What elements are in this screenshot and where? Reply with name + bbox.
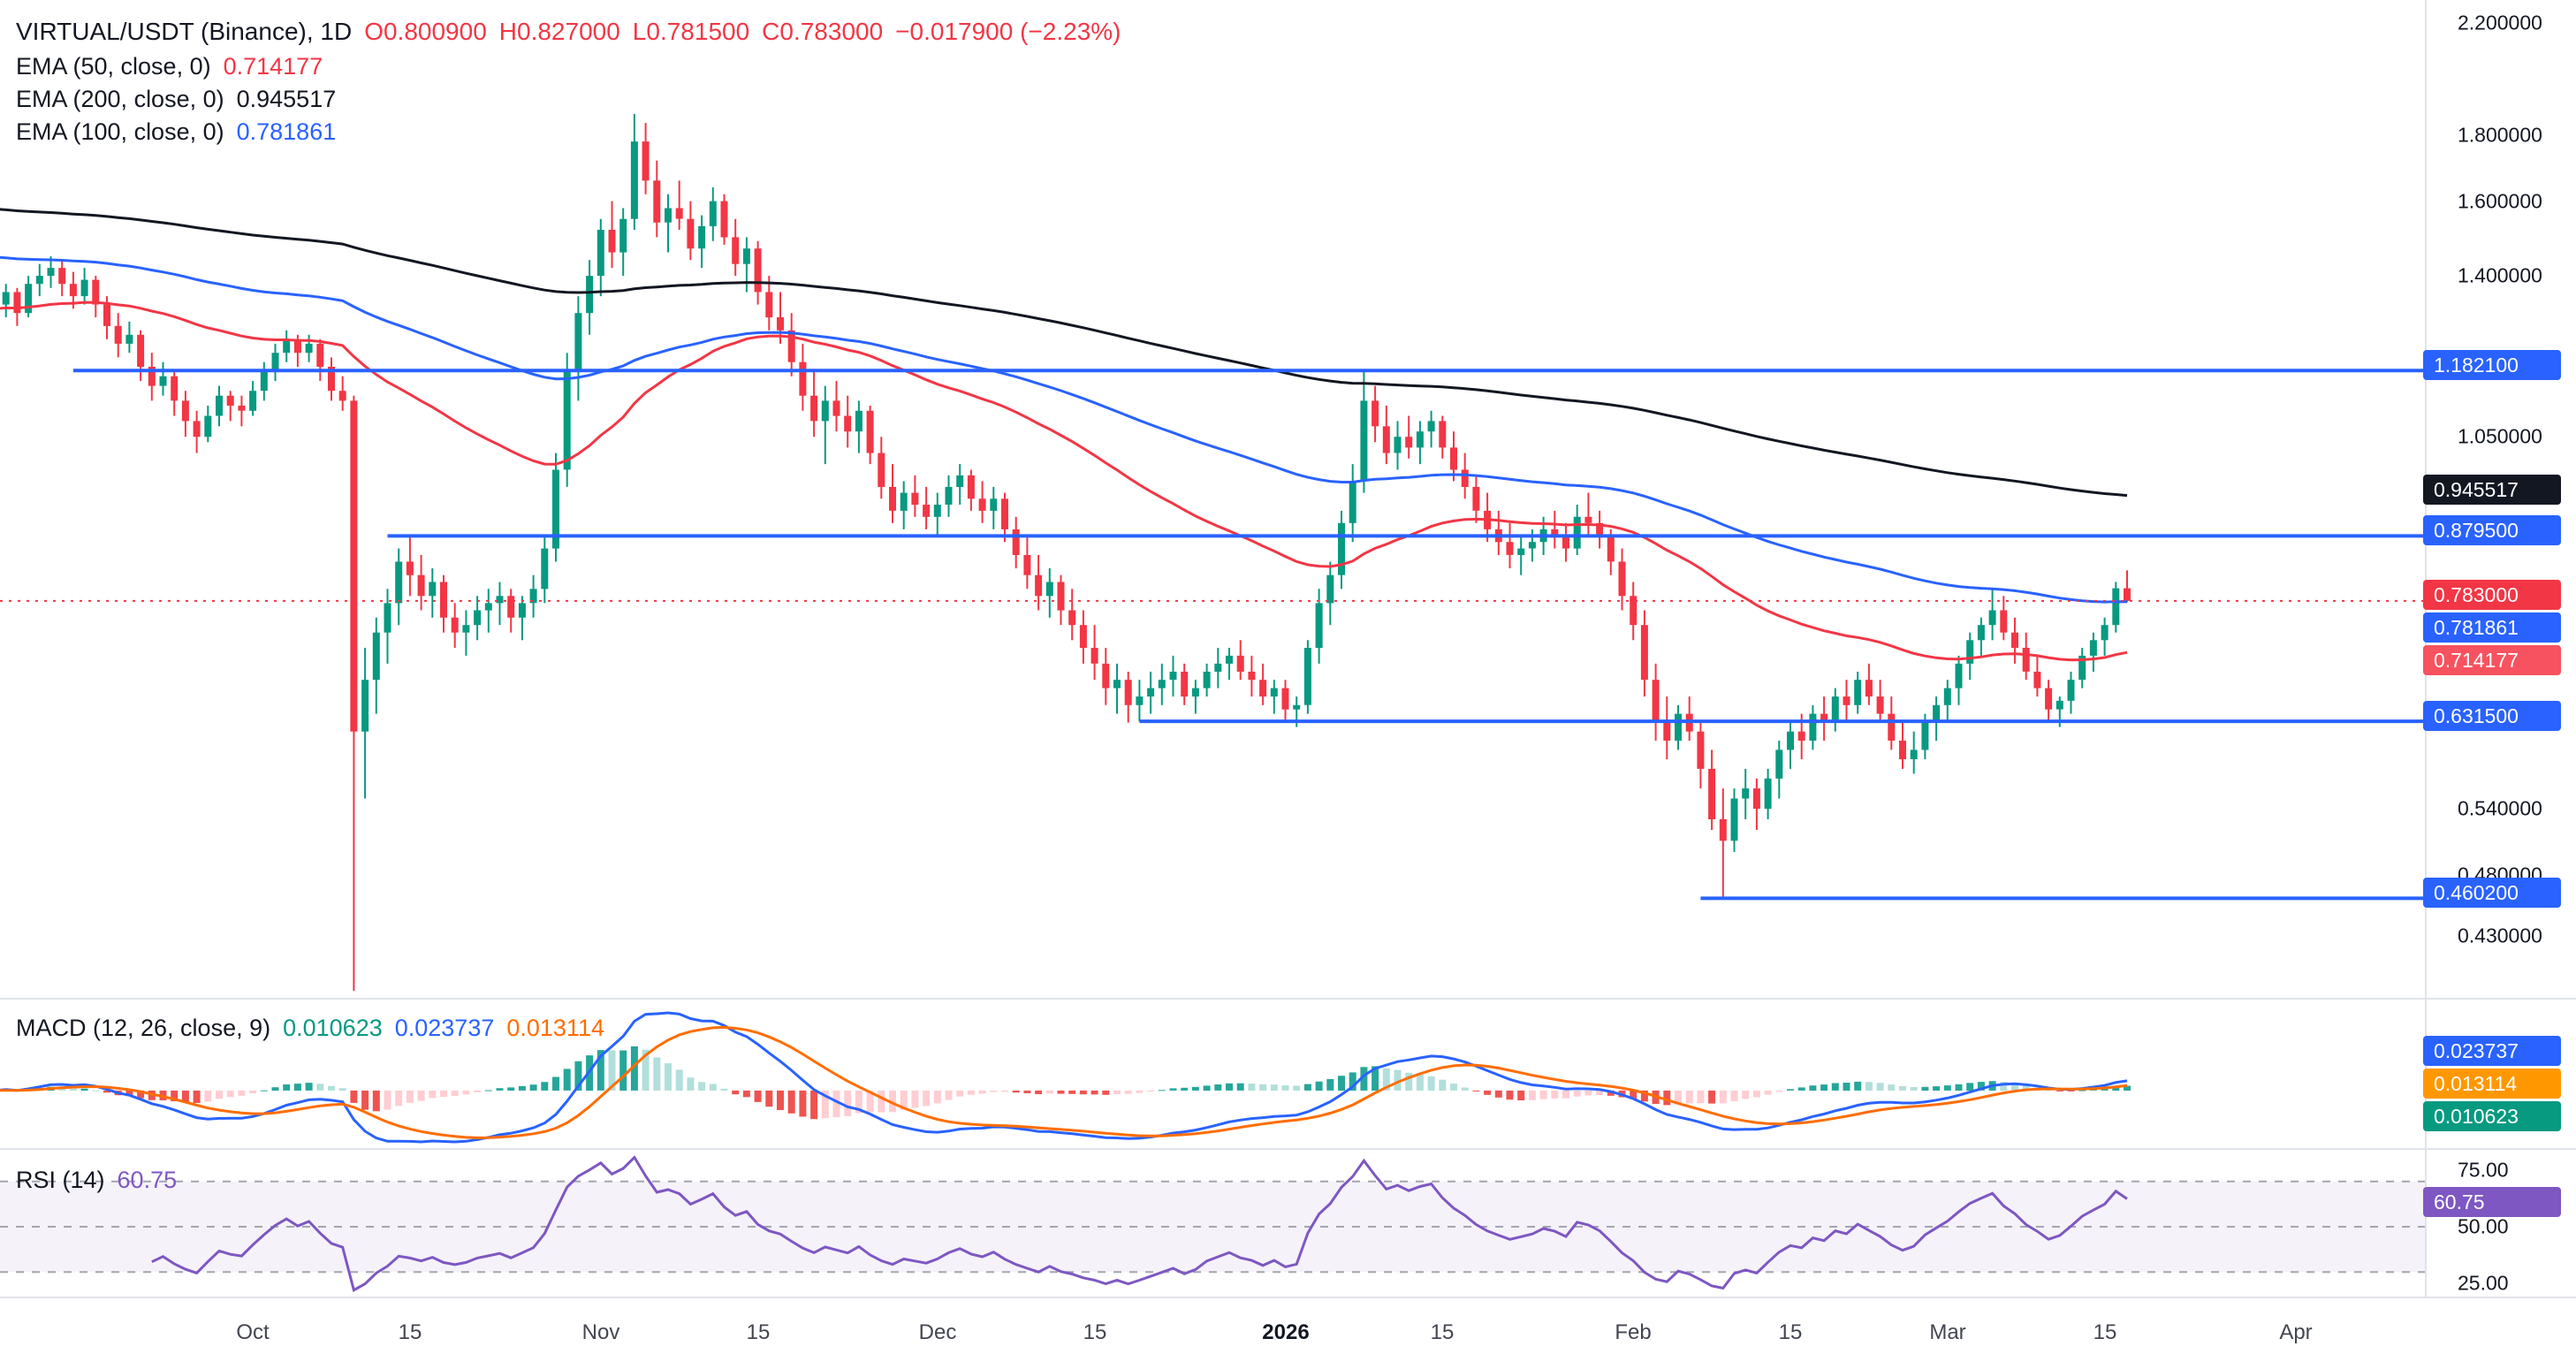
legend-macd-row[interactable]: MACD (12, 26, close, 9) 0.010623 0.02373… bbox=[16, 1015, 604, 1042]
ohlc-low: L0.781500 bbox=[632, 18, 750, 45]
ohlc-close: C0.783000 bbox=[762, 18, 884, 45]
price-axis-label: 1.050000 bbox=[2458, 424, 2542, 448]
legend-ema50-row[interactable]: EMA (50, close, 0) 0.714177 bbox=[16, 53, 323, 80]
time-axis-label: Apr bbox=[2279, 1320, 2313, 1344]
price-axis-label: 1.800000 bbox=[2458, 123, 2542, 147]
price-axis-label: 1.600000 bbox=[2458, 189, 2542, 213]
time-axis-label: Nov bbox=[581, 1320, 620, 1344]
ohlc-change: −0.017900 (−2.23%) bbox=[895, 18, 1121, 45]
macd-label: MACD (12, 26, close, 9) bbox=[16, 1015, 271, 1041]
price-axis-label: 0.540000 bbox=[2458, 796, 2542, 820]
time-axis-label: Mar bbox=[1929, 1320, 1966, 1344]
legend-symbol-row[interactable]: VIRTUAL/USDT (Binance), 1D O0.800900 H0.… bbox=[16, 18, 1121, 46]
ema50-value: 0.714177 bbox=[223, 53, 323, 80]
time-axis-label: Dec bbox=[918, 1320, 957, 1344]
rsi-axis-label: 75.00 bbox=[2458, 1158, 2509, 1182]
macd-signal-value: 0.013114 bbox=[506, 1015, 604, 1041]
macd-axis-tag: 0.010623 bbox=[2423, 1101, 2561, 1131]
time-axis-label: 15 bbox=[1430, 1320, 1455, 1344]
time-axis-label: 15 bbox=[2093, 1320, 2117, 1344]
price-axis-tag: 0.781861 bbox=[2423, 612, 2561, 643]
price-axis-label: 1.400000 bbox=[2458, 263, 2542, 287]
macd-axis-tag: 0.013114 bbox=[2423, 1069, 2561, 1099]
ema100-value: 0.781861 bbox=[236, 118, 337, 145]
ohlc-open: O0.800900 bbox=[364, 18, 487, 45]
ema50-label: EMA (50, close, 0) bbox=[16, 53, 211, 80]
ema100-label: EMA (100, close, 0) bbox=[16, 118, 224, 145]
rsi-value: 60.75 bbox=[117, 1167, 178, 1193]
ema200-label: EMA (200, close, 0) bbox=[16, 86, 224, 112]
price-axis-tag: 1.182100 bbox=[2423, 350, 2561, 380]
price-axis-tag: 0.879500 bbox=[2423, 515, 2561, 545]
price-axis-tag: 0.783000 bbox=[2423, 580, 2561, 610]
macd-axis-tag: 0.023737 bbox=[2423, 1036, 2561, 1066]
rsi-axis-tag: 60.75 bbox=[2423, 1187, 2561, 1217]
price-axis-tag: 0.714177 bbox=[2423, 645, 2561, 675]
price-axis-tag: 0.631500 bbox=[2423, 701, 2561, 731]
ohlc-high: H0.827000 bbox=[498, 18, 620, 45]
time-axis-label: 2026 bbox=[1262, 1320, 1310, 1344]
price-axis-tag: 0.945517 bbox=[2423, 475, 2561, 505]
ema200-value: 0.945517 bbox=[236, 86, 337, 112]
macd-hist-value: 0.010623 bbox=[283, 1015, 383, 1041]
time-axis-label: Oct bbox=[236, 1320, 270, 1344]
price-axis-label: 2.200000 bbox=[2458, 11, 2542, 34]
time-axis-label: 15 bbox=[398, 1320, 422, 1344]
time-axis-label: Feb bbox=[1615, 1320, 1652, 1344]
legend-ema200-row[interactable]: EMA (200, close, 0) 0.945517 bbox=[16, 86, 336, 113]
time-axis-label: 15 bbox=[1083, 1320, 1107, 1344]
price-axis-tag: 0.460200 bbox=[2423, 878, 2561, 908]
price-axis-label: 0.430000 bbox=[2458, 924, 2542, 947]
time-axis-label: 15 bbox=[1778, 1320, 1803, 1344]
macd-line-value: 0.023737 bbox=[394, 1015, 495, 1041]
rsi-axis-label: 50.00 bbox=[2458, 1214, 2509, 1238]
symbol-title: VIRTUAL/USDT (Binance), 1D bbox=[16, 18, 353, 45]
rsi-axis-label: 25.00 bbox=[2458, 1271, 2509, 1295]
legend-rsi-row[interactable]: RSI (14) 60.75 bbox=[16, 1167, 177, 1194]
time-axis-label: 15 bbox=[746, 1320, 771, 1344]
legend-ema100-row[interactable]: EMA (100, close, 0) 0.781861 bbox=[16, 118, 336, 146]
rsi-label: RSI (14) bbox=[16, 1167, 105, 1193]
